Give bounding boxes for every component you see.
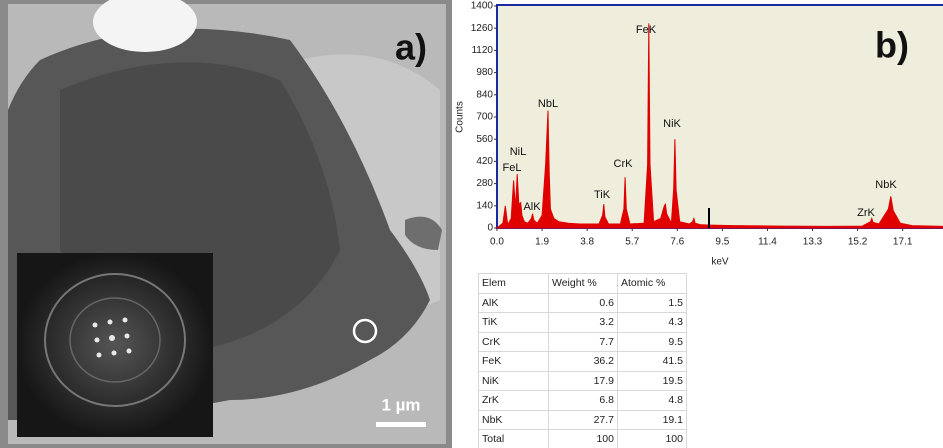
table-cell: 9.5 <box>617 331 687 352</box>
y-axis-label: Counts <box>455 101 466 133</box>
table-cell: Weight % <box>548 273 618 294</box>
table-cell: 6.8 <box>548 390 618 411</box>
table-cell: TiK <box>478 312 549 333</box>
table-cell: 17.9 <box>548 370 618 391</box>
y-tick-label: 1120 <box>471 45 493 56</box>
table-cell: 4.8 <box>617 390 687 411</box>
table-row: ZrK 6.8 4.8 <box>478 390 687 411</box>
peak-label: TiK <box>594 189 611 201</box>
table-row: CrK 7.7 9.5 <box>478 331 687 352</box>
table-cell: 7.7 <box>548 331 618 352</box>
table-row: FeK 36.2 41.5 <box>478 351 687 372</box>
x-axis-label: keV <box>711 257 729 268</box>
table-cell: 1.5 <box>617 292 687 313</box>
peak-label: FeK <box>636 24 657 36</box>
x-tick-label: 1.9 <box>535 237 549 248</box>
peak-label: FeL <box>503 162 522 174</box>
x-tick-label: 0.0 <box>490 237 504 248</box>
table-header: Elem Weight % Atomic % <box>478 273 687 294</box>
x-tick-label: 9.5 <box>715 237 729 248</box>
table-cell: CrK <box>478 331 549 352</box>
table-cell: Total <box>478 429 549 448</box>
y-tick-label: 1260 <box>471 23 494 34</box>
table-row: NiK 17.9 19.5 <box>478 370 687 391</box>
x-tick-label: 13.3 <box>803 237 823 248</box>
y-tick-label: 980 <box>476 67 493 78</box>
peak-label: NbL <box>538 98 558 110</box>
table-cell: NiK <box>478 370 549 391</box>
panel-label: b) <box>875 25 909 66</box>
table-cell: ZrK <box>478 390 549 411</box>
peak-label: NiL <box>510 146 527 158</box>
peak-label: NbK <box>875 179 897 191</box>
table-cell: AlK <box>478 292 549 313</box>
y-tick-label: 420 <box>476 156 493 167</box>
y-tick-label: 0 <box>487 223 493 234</box>
table-row: AlK 0.6 1.5 <box>478 292 687 313</box>
peak-label: ZrK <box>857 207 875 219</box>
table-cell: 3.2 <box>548 312 618 333</box>
spectrum <box>495 23 943 229</box>
x-tick-label: 3.8 <box>580 237 594 248</box>
table-cell: 0.6 <box>548 292 618 313</box>
x-tick-label: 7.6 <box>670 237 684 248</box>
table-cell: 41.5 <box>617 351 687 372</box>
table-cell: Elem <box>478 273 549 294</box>
peak-label: CrK <box>614 158 634 170</box>
table-row: TiK 3.2 4.3 <box>478 312 687 333</box>
scale-bar-label: 1 µm <box>381 395 420 414</box>
y-tick-label: 840 <box>476 89 493 100</box>
x-tick-label: 11.4 <box>758 237 777 248</box>
table-cell: FeK <box>478 351 549 372</box>
table-cell: NbK <box>478 409 549 430</box>
table-cell: 4.3 <box>617 312 687 333</box>
y-tick-label: 280 <box>476 178 493 189</box>
x-tick-label: 17.1 <box>893 237 913 248</box>
composition-table: Elem Weight % Atomic % AlK 0.6 1.5 TiK 3.2 4.3 Cr… <box>478 273 687 448</box>
table-cell: 19.1 <box>617 409 687 430</box>
peak-label: NiK <box>663 118 681 130</box>
table-cell: Atomic % <box>617 273 687 294</box>
table-row: NbK 27.7 19.1 <box>478 409 687 430</box>
x-tick-label: 5.7 <box>625 237 639 248</box>
y-tick-label: 140 <box>476 200 493 211</box>
table-cell: 19.5 <box>617 370 687 391</box>
peak-label: AlK <box>523 201 541 213</box>
table-cell: 100 <box>617 429 687 448</box>
panel-label: a) <box>395 27 427 68</box>
y-tick-label: 700 <box>476 112 493 123</box>
x-tick-label: 15.2 <box>848 237 868 248</box>
tem-image <box>0 0 452 448</box>
y-tick-label: 560 <box>476 134 493 145</box>
table-cell: 27.7 <box>548 409 618 430</box>
table-cell: 100 <box>548 429 618 448</box>
table-row: Total 100 100 <box>478 429 687 448</box>
table-cell: 36.2 <box>548 351 618 372</box>
y-tick-label: 1400 <box>471 1 494 12</box>
